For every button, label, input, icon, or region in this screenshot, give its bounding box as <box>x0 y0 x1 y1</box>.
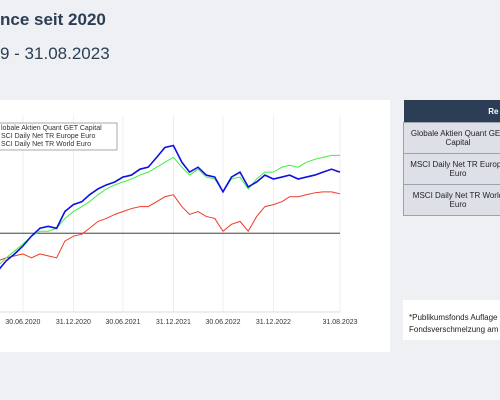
x-tick-label: 30.06.2022 <box>205 319 240 326</box>
page-title: nce seit 2020 <box>0 10 106 29</box>
legend-label: SCI Daily Net TR Europe Euro <box>1 133 96 140</box>
table-row: MSCI Daily Net TR World Euro <box>403 184 500 216</box>
legend-label: lobale Aktien Quant GET Capital <box>1 125 102 132</box>
chart: 30.06.2020 31.12.2020 30.06.2021 31.12.2021… <box>0 115 358 326</box>
x-tick-label: 31.12.2021 <box>156 319 191 326</box>
x-tick-label: 30.06.2021 <box>105 319 140 326</box>
x-tick-label: 30.06.2020 <box>5 319 40 326</box>
x-tick-label: 31.08.2023 <box>322 319 357 326</box>
footnote-line: *Publikumsfonds Auflage 2 <box>409 313 500 322</box>
legend-box <box>0 122 118 151</box>
table-row: MSCI Daily Net TR Europe Euro <box>403 153 500 185</box>
series-line <box>0 144 341 270</box>
table-row: Globale Aktien Quant GET Capital <box>403 122 500 154</box>
footnote-line: Fondsverschmelzung am 1 <box>409 325 500 334</box>
x-tick-label: 31.12.2022 <box>256 319 291 326</box>
table-header: Re <box>403 100 500 123</box>
page-subtitle: 9 - 31.08.2023 <box>0 44 110 63</box>
performance-table: Re Globale Aktien Quant GET Capital MSCI… <box>403 100 500 216</box>
footnote: *Publikumsfonds Auflage 2 Fondsverschmel… <box>403 300 500 340</box>
series-line <box>0 154 340 265</box>
x-tick-label: 31.12.2020 <box>56 319 91 326</box>
legend-label: SCI Daily Net TR World Euro <box>1 141 91 148</box>
chart-panel: 30.06.2020 31.12.2020 30.06.2021 31.12.2021… <box>0 100 390 352</box>
series-line <box>0 191 341 261</box>
